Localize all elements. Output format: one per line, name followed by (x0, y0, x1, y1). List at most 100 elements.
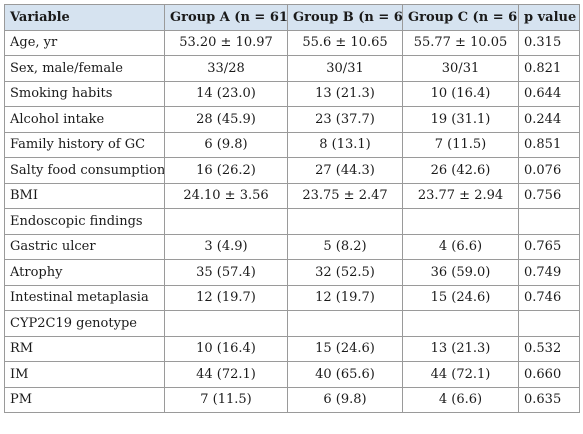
baseline-characteristics-table: Variable Group A (n = 61) Group B (n = 6… (4, 4, 580, 413)
cell-group-b: 55.6 ± 10.65 (287, 29, 403, 56)
cell-variable: Alcohol intake (4, 106, 165, 133)
cell-group-a: 44 (72.1) (164, 361, 288, 388)
cell-p-value (518, 310, 580, 337)
cell-group-c: 10 (16.4) (402, 80, 519, 107)
cell-group-c: 15 (24.6) (402, 284, 519, 311)
cell-variable: IM (4, 361, 165, 388)
cell-group-a: 33/28 (164, 55, 288, 82)
cell-p-value: 0.756 (518, 182, 580, 209)
table-row: RM 10 (16.4) 15 (24.6) 13 (21.3) 0.532 (4, 335, 580, 362)
cell-variable: Smoking habits (4, 80, 165, 107)
cell-group-a: 35 (57.4) (164, 259, 288, 286)
table-row: Alcohol intake 28 (45.9) 23 (37.7) 19 (31.1… (4, 106, 580, 133)
cell-group-a: 24.10 ± 3.56 (164, 182, 288, 209)
cell-group-a: 7 (11.5) (164, 386, 288, 413)
cell-p-value: 0.765 (518, 233, 580, 260)
cell-p-value: 0.315 (518, 29, 580, 56)
table-row: BMI 24.10 ± 3.56 23.75 ± 2.47 23.77 ± 2.94 0… (4, 182, 580, 209)
cell-group-b: 40 (65.6) (287, 361, 403, 388)
cell-group-b: 27 (44.3) (287, 157, 403, 184)
cell-group-a: 10 (16.4) (164, 335, 288, 362)
cell-group-b: 6 (9.8) (287, 386, 403, 413)
table-row: Endoscopic findings (4, 208, 580, 235)
cell-p-value: 0.635 (518, 386, 580, 413)
cell-p-value: 0.244 (518, 106, 580, 133)
cell-group-a: 3 (4.9) (164, 233, 288, 260)
cell-group-b: 32 (52.5) (287, 259, 403, 286)
cell-variable: Endoscopic findings (4, 208, 165, 235)
cell-group-a: 14 (23.0) (164, 80, 288, 107)
header-p-value: p value (518, 4, 580, 31)
table-row: CYP2C19 genotype (4, 310, 580, 337)
cell-group-c: 55.77 ± 10.05 (402, 29, 519, 56)
cell-group-b (287, 208, 403, 235)
cell-p-value (518, 208, 580, 235)
header-row: Variable Group A (n = 61) Group B (n = 6… (4, 4, 580, 31)
table-row: Family history of GC 6 (9.8) 8 (13.1) 7 (11… (4, 131, 580, 158)
table-row: IM 44 (72.1) 40 (65.6) 44 (72.1) 0.660 (4, 361, 580, 388)
cell-group-a (164, 310, 288, 337)
header-group-c: Group C (n = 61) (402, 4, 519, 31)
cell-p-value: 0.532 (518, 335, 580, 362)
table-header: Variable Group A (n = 61) Group B (n = 6… (4, 4, 580, 31)
table-row: Gastric ulcer 3 (4.9) 5 (8.2) 4 (6.6) 0.765 (4, 233, 580, 260)
cell-p-value: 0.660 (518, 361, 580, 388)
cell-group-c: 23.77 ± 2.94 (402, 182, 519, 209)
cell-group-c: 36 (59.0) (402, 259, 519, 286)
table-row: Atrophy 35 (57.4) 32 (52.5) 36 (59.0) 0.749 (4, 259, 580, 286)
cell-group-b: 12 (19.7) (287, 284, 403, 311)
cell-variable: Sex, male/female (4, 55, 165, 82)
cell-group-c: 4 (6.6) (402, 386, 519, 413)
header-group-b: Group B (n = 61) (287, 4, 403, 31)
cell-group-a: 6 (9.8) (164, 131, 288, 158)
cell-variable: PM (4, 386, 165, 413)
cell-group-c (402, 310, 519, 337)
header-group-a: Group A (n = 61) (164, 4, 288, 31)
cell-group-a (164, 208, 288, 235)
cell-variable: Intestinal metaplasia (4, 284, 165, 311)
cell-p-value: 0.644 (518, 80, 580, 107)
cell-group-b: 5 (8.2) (287, 233, 403, 260)
table-row: Intestinal metaplasia 12 (19.7) 12 (19.7) 1… (4, 284, 580, 311)
cell-variable: Atrophy (4, 259, 165, 286)
cell-variable: CYP2C19 genotype (4, 310, 165, 337)
cell-group-c: 13 (21.3) (402, 335, 519, 362)
cell-group-c: 30/31 (402, 55, 519, 82)
cell-group-b (287, 310, 403, 337)
cell-group-b: 23 (37.7) (287, 106, 403, 133)
cell-group-b: 23.75 ± 2.47 (287, 182, 403, 209)
cell-group-c: 44 (72.1) (402, 361, 519, 388)
cell-group-b: 30/31 (287, 55, 403, 82)
cell-group-c: 26 (42.6) (402, 157, 519, 184)
cell-group-a: 12 (19.7) (164, 284, 288, 311)
cell-variable: RM (4, 335, 165, 362)
table-row: Smoking habits 14 (23.0) 13 (21.3) 10 (16.4… (4, 80, 580, 107)
cell-p-value: 0.851 (518, 131, 580, 158)
cell-variable: BMI (4, 182, 165, 209)
cell-p-value: 0.076 (518, 157, 580, 184)
table-body: Age, yr 53.20 ± 10.97 55.6 ± 10.65 55.77 ± … (4, 29, 580, 413)
cell-p-value: 0.821 (518, 55, 580, 82)
cell-group-a: 16 (26.2) (164, 157, 288, 184)
cell-p-value: 0.746 (518, 284, 580, 311)
table-row: PM 7 (11.5) 6 (9.8) 4 (6.6) 0.635 (4, 386, 580, 413)
cell-group-a: 28 (45.9) (164, 106, 288, 133)
table-row: Sex, male/female 33/28 30/31 30/31 0.821 (4, 55, 580, 82)
cell-group-c: 7 (11.5) (402, 131, 519, 158)
cell-group-c: 19 (31.1) (402, 106, 519, 133)
table-row: Age, yr 53.20 ± 10.97 55.6 ± 10.65 55.77 ± … (4, 29, 580, 56)
cell-variable: Salty food consumption (4, 157, 165, 184)
cell-group-b: 15 (24.6) (287, 335, 403, 362)
cell-variable: Gastric ulcer (4, 233, 165, 260)
cell-variable: Age, yr (4, 29, 165, 56)
table-row: Salty food consumption 16 (26.2) 27 (44.3)… (4, 157, 580, 184)
header-variable: Variable (4, 4, 165, 31)
cell-group-b: 8 (13.1) (287, 131, 403, 158)
cell-group-c: 4 (6.6) (402, 233, 519, 260)
cell-variable: Family history of GC (4, 131, 165, 158)
cell-group-b: 13 (21.3) (287, 80, 403, 107)
cell-p-value: 0.749 (518, 259, 580, 286)
cell-group-a: 53.20 ± 10.97 (164, 29, 288, 56)
cell-group-c (402, 208, 519, 235)
